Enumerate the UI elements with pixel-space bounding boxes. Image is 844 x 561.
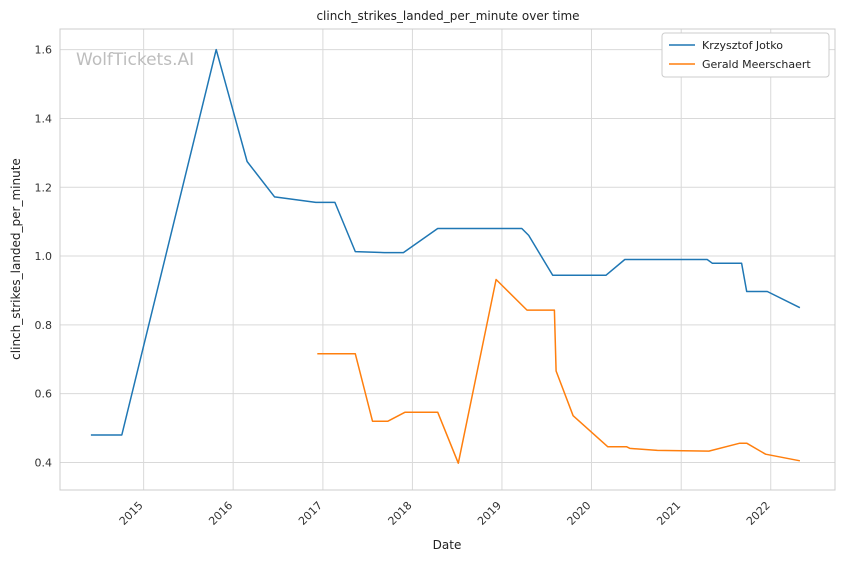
grid [60,29,835,490]
watermark: WolfTickets.AI [76,50,194,70]
x-axis-title: Date [433,538,462,552]
y-tick-label: 1.6 [35,44,53,57]
series-line-krzysztof-jotko [90,48,801,436]
y-tick-label: 0.8 [35,319,53,332]
plot-frame [59,28,836,491]
legend-label-gerald-meerschaert: Gerald Meerschaert [702,58,811,71]
chart-title: clinch_strikes_landed_per_minute over ti… [316,9,579,23]
y-axis-title: clinch_strikes_landed_per_minute [9,158,23,360]
legend: Krzysztof Jotko Gerald Meerschaert [661,32,830,78]
y-tick-label: 1.0 [35,250,53,263]
y-tick-label: 0.6 [35,388,53,401]
legend-label-krzysztof-jotko: Krzysztof Jotko [702,39,783,52]
y-tick-label: 0.4 [35,456,53,469]
y-tick-label: 1.4 [35,112,53,125]
series-layer [90,48,801,464]
y-tick-labels: 0.4 0.6 0.8 1.0 1.2 1.4 1.6 [35,44,53,470]
series-line-gerald-meerschaert [317,278,801,464]
y-tick-label: 1.2 [35,181,53,194]
legend-box [661,32,830,78]
